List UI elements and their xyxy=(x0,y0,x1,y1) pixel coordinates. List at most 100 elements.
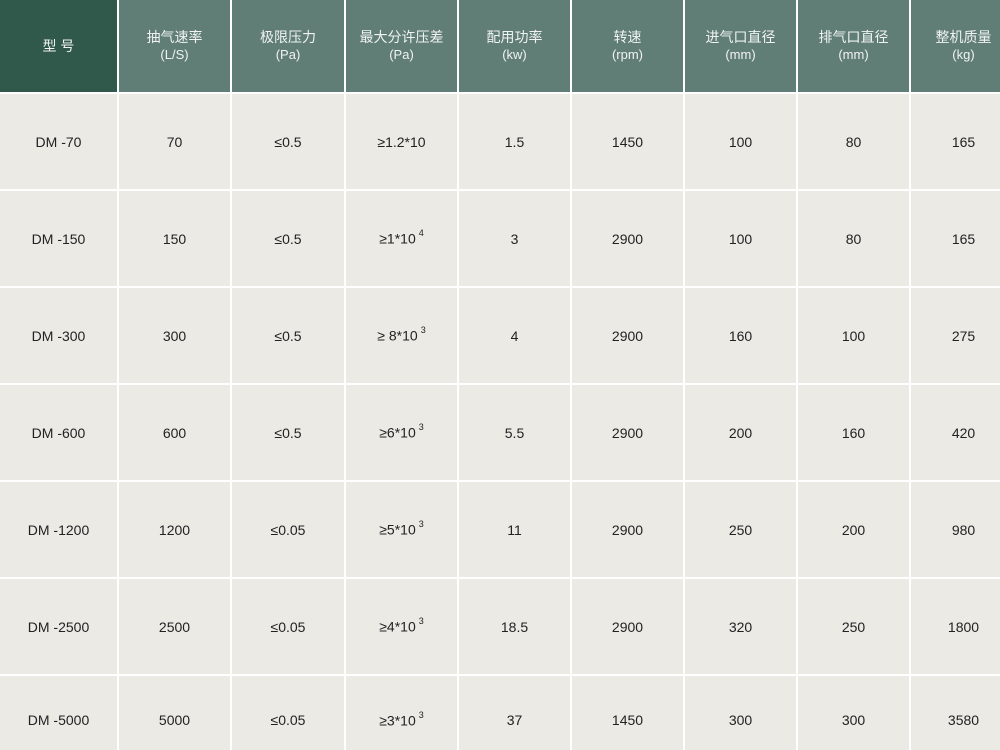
cell-text: 2900 xyxy=(611,424,644,441)
cell-text: 100 xyxy=(841,327,866,344)
table-cell: ≥1*10 4 xyxy=(346,191,457,286)
header-title: 进气口直径 xyxy=(705,29,776,45)
cell-sup: 3 xyxy=(418,422,424,433)
table-cell: DM -1200 xyxy=(0,482,117,577)
table-cell: 250 xyxy=(685,482,796,577)
table-cell: 70 xyxy=(119,94,230,189)
cell-text: DM -2500 xyxy=(27,618,90,635)
cell-text: 1800 xyxy=(947,618,980,635)
cell-text: 250 xyxy=(728,521,753,538)
table-cell: 160 xyxy=(685,288,796,383)
header-cell: 整机质量 (kg) xyxy=(911,0,1000,92)
cell-text: ≥6*10 3 xyxy=(379,422,424,441)
table-cell: 165 xyxy=(911,94,1000,189)
header-unit: (kg) xyxy=(952,47,975,62)
table-cell: 3 xyxy=(459,191,570,286)
table-cell: 11 xyxy=(459,482,570,577)
cell-text: 3 xyxy=(510,230,519,247)
cell-text: 2500 xyxy=(158,618,191,635)
table-cell: 160 xyxy=(798,385,909,480)
header-unit: (mm) xyxy=(838,47,869,62)
table-cell: 18.5 xyxy=(459,579,570,674)
cell-sup: 3 xyxy=(418,616,424,627)
table-cell: 600 xyxy=(119,385,230,480)
table-cell: 200 xyxy=(798,482,909,577)
table-cell: 420 xyxy=(911,385,1000,480)
cell-text: ≥3*10 3 xyxy=(379,709,424,729)
table-cell: DM -600 xyxy=(0,385,117,480)
cell-text: 160 xyxy=(841,424,866,441)
table-cell: 275 xyxy=(911,288,1000,383)
table-cell: 100 xyxy=(798,288,909,383)
table-cell: ≥ 8*10 3 xyxy=(346,288,457,383)
table-cell: 300 xyxy=(119,288,230,383)
header-title: 最大分许压差 xyxy=(359,29,444,45)
header-unit: (Pa) xyxy=(275,47,301,62)
table-cell: 2500 xyxy=(119,579,230,674)
cell-text: DM -1200 xyxy=(27,521,90,538)
cell-base: ≥3*10 xyxy=(379,712,416,729)
cell-text: ≥ 8*10 3 xyxy=(377,325,425,344)
header-title: 整机质量 xyxy=(935,29,992,45)
header-cell: 转速 (rpm) xyxy=(572,0,683,92)
cell-text: 1450 xyxy=(611,133,644,150)
cell-text: 420 xyxy=(951,424,976,441)
cell-text: 100 xyxy=(728,133,753,150)
cell-base: ≥6*10 xyxy=(379,424,416,441)
table-cell: 1450 xyxy=(572,676,683,750)
cell-text: 200 xyxy=(841,521,866,538)
cell-text: 1.5 xyxy=(504,133,525,150)
cell-text: 4 xyxy=(510,327,519,344)
table-cell: DM -70 xyxy=(0,94,117,189)
table-cell: 3580 xyxy=(911,676,1000,750)
cell-text: ≤0.5 xyxy=(274,424,302,441)
header-unit: (L/S) xyxy=(160,47,189,62)
cell-text: ≥1*10 4 xyxy=(379,228,424,247)
cell-text: 980 xyxy=(951,521,976,538)
table-cell: 165 xyxy=(911,191,1000,286)
table-cell: 2900 xyxy=(572,191,683,286)
table-cell: ≤0.5 xyxy=(232,94,344,189)
table-cell: 300 xyxy=(798,676,909,750)
table-cell: 1.5 xyxy=(459,94,570,189)
cell-text: 300 xyxy=(728,712,753,728)
table-cell: 1450 xyxy=(572,94,683,189)
cell-sup: 3 xyxy=(418,709,424,720)
cell-text: ≤0.5 xyxy=(274,327,302,344)
table-cell: 5000 xyxy=(119,676,230,750)
table-cell: 150 xyxy=(119,191,230,286)
table-cell: 200 xyxy=(685,385,796,480)
cell-text: 600 xyxy=(162,424,187,441)
table-cell: DM -2500 xyxy=(0,579,117,674)
header-unit: (rpm) xyxy=(611,47,644,62)
cell-text: 150 xyxy=(162,230,187,247)
cell-text: ≤0.5 xyxy=(274,230,302,247)
cell-text: 300 xyxy=(162,327,187,344)
cell-text: 18.5 xyxy=(500,618,529,635)
cell-text: DM -300 xyxy=(31,327,86,344)
cell-base: ≥5*10 xyxy=(379,521,416,538)
table-cell: 1800 xyxy=(911,579,1000,674)
cell-text: 3580 xyxy=(947,712,980,728)
cell-text: 11 xyxy=(507,521,522,538)
table-cell: DM -300 xyxy=(0,288,117,383)
cell-text: 2900 xyxy=(611,230,644,247)
cell-text: 300 xyxy=(841,712,866,728)
cell-text: 250 xyxy=(841,618,866,635)
table-cell: 37 xyxy=(459,676,570,750)
table-cell: DM -150 xyxy=(0,191,117,286)
header-cell: 极限压力 (Pa) xyxy=(232,0,344,92)
table-cell: DM -5000 xyxy=(0,676,117,750)
header-title: 配用功率 xyxy=(486,29,543,45)
cell-text: 165 xyxy=(951,230,976,247)
cell-text: 70 xyxy=(166,133,183,150)
cell-text: 100 xyxy=(728,230,753,247)
table-cell: ≥5*10 3 xyxy=(346,482,457,577)
cell-sup: 4 xyxy=(418,228,424,239)
cell-text: 1450 xyxy=(611,712,644,728)
header-cell: 进气口直径 (mm) xyxy=(685,0,796,92)
cell-text: 2900 xyxy=(611,327,644,344)
cell-text: ≤0.05 xyxy=(270,618,306,635)
header-cell: 排气口直径 (mm) xyxy=(798,0,909,92)
